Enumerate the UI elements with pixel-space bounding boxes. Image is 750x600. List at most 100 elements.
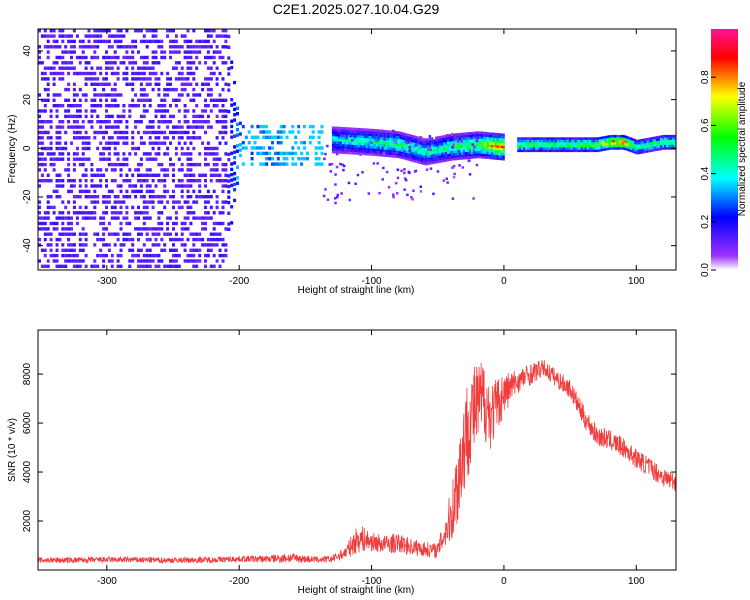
heatmap-cell [462,137,466,140]
heatmap-cell [478,148,481,151]
heatmap-cell [116,29,120,33]
heatmap-cell [521,144,524,148]
heatmap-cell [206,195,210,199]
heatmap-cell [195,216,199,220]
heatmap-cell [363,140,366,144]
heatmap-cell [502,140,505,144]
heatmap-cell [592,139,595,143]
heatmap-cell [102,130,106,135]
heatmap-cell [230,135,234,139]
heatmap-cell [373,143,376,147]
heatmap-cell [610,134,613,138]
heatmap-cell [476,148,479,151]
heatmap-cell [43,253,47,258]
heatmap-cell [405,152,408,156]
heatmap-cell [341,144,344,147]
colorbar-gradient [711,29,738,270]
heatmap-cell [314,151,318,156]
heatmap-cell [145,98,149,102]
heatmap-cell [186,253,190,258]
heatmap-cell [131,237,135,242]
heatmap-cell [72,248,76,252]
heatmap-cell [417,153,420,157]
heatmap-cell [43,109,47,113]
heatmap-cell [606,147,609,151]
heatmap-cell [562,139,565,143]
heatmap-cell [90,66,94,70]
heatmap-cell [221,77,225,81]
heatmap-cell [247,141,251,145]
heatmap-cell [403,137,406,141]
heatmap-cell [256,124,260,129]
heatmap-cell [43,45,47,49]
heatmap-cell [55,248,59,252]
heatmap-cell [486,151,489,155]
heatmap-cell [40,264,44,268]
heatmap-cell [224,98,228,102]
heatmap-cell [148,264,152,268]
heatmap-cell [236,149,239,153]
heatmap-cell [192,173,196,177]
heatmap-cell [84,130,88,135]
heatmap-cell [84,253,88,258]
heatmap-cell [403,151,406,155]
heatmap-cell [377,129,380,132]
heatmap-cell [81,259,85,263]
heatmap-cell [333,128,336,132]
heatmap-cell [192,125,196,129]
heatmap-cell [227,190,231,194]
heatmap-cell [137,168,140,172]
heatmap-cell [456,147,460,151]
heatmap-cell [172,50,175,54]
heatmap-cell [480,141,483,144]
heatmap-cell [38,259,41,263]
heatmap-cell [122,104,126,108]
heatmap-cell [373,133,376,137]
heatmap-cell [437,141,440,144]
heatmap-cell [38,141,41,145]
heatmap-cell [451,153,454,156]
heatmap-cell [300,151,304,156]
heatmap-cell [335,148,338,152]
heatmap-cell [145,200,149,204]
heatmap-cell [439,150,442,154]
heatmap-cell [484,146,487,150]
heatmap-cell [636,149,639,153]
heatmap-cell [616,134,619,138]
heatmap-cell [576,139,579,143]
heatmap-cell [224,162,228,167]
heatmap-cell [160,114,164,119]
heatmap-cell [107,61,111,65]
heatmap-cell [221,184,225,188]
heatmap-cell [198,248,202,252]
heatmap-cell [169,45,172,49]
heatmap-cell [632,140,635,144]
heatmap-cell [46,130,50,135]
heatmap-cell [331,145,335,149]
heatmap-cell [55,179,59,183]
heatmap-cell [367,192,371,195]
heatmap-cell [421,154,424,158]
heatmap-cell [632,143,635,146]
heatmap-cell [496,150,499,153]
heatmap-cell [122,45,126,49]
heatmap-cell [119,162,123,167]
heatmap-cell [192,189,196,194]
heatmap-cell [99,173,103,177]
heatmap-cell [466,144,470,147]
heatmap-cell [212,211,216,215]
heatmap-cell [648,137,651,141]
heatmap-cell [494,145,497,148]
heatmap-cell [49,221,53,226]
heatmap-cell [169,162,172,167]
heatmap-cell [389,145,392,148]
heatmap-cell [379,129,382,133]
heatmap-cell [282,157,286,161]
heatmap-cell [353,139,356,143]
heatmap-cell [355,149,358,153]
heatmap-cell [201,45,205,49]
heatmap-cell [423,157,426,161]
heatmap-cell [58,120,62,124]
heatmap-cell [502,136,505,139]
heatmap-cell [99,120,103,124]
